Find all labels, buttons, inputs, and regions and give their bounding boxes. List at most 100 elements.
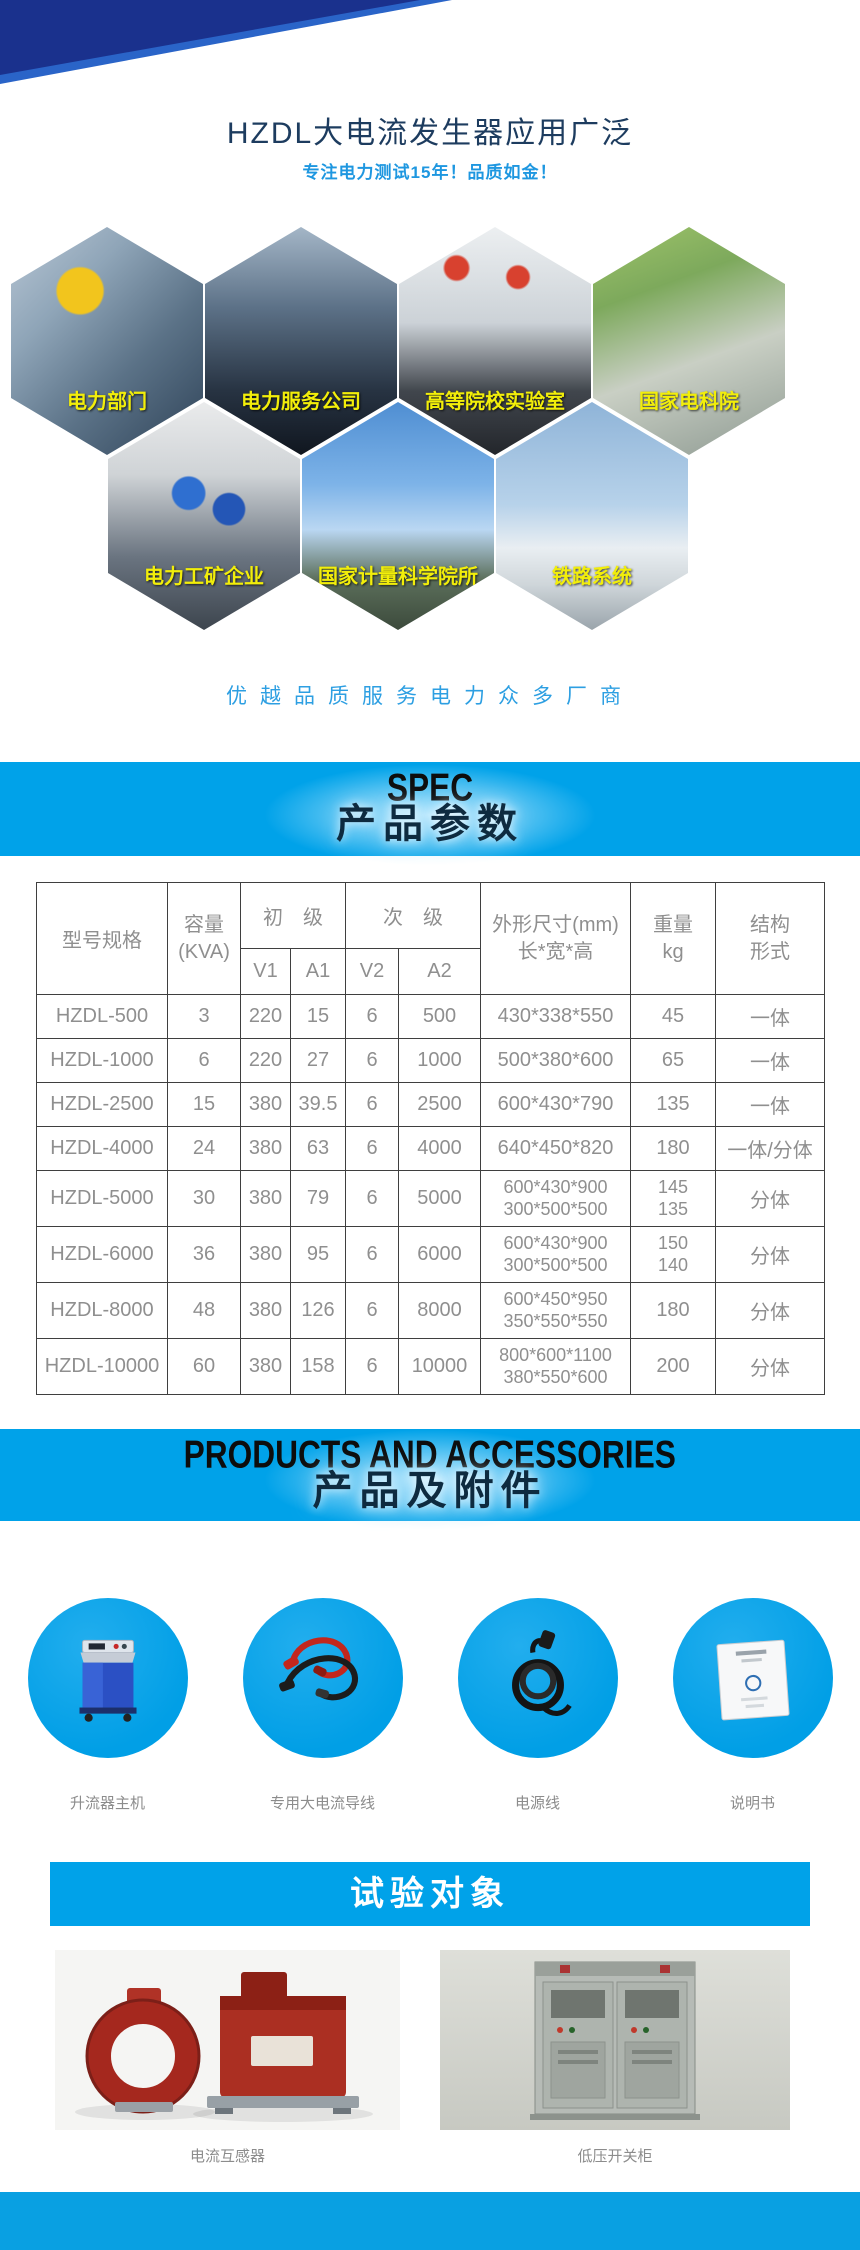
table-row: HZDL-10000 60 380 158 6 10000 800*600*1100 380*… bbox=[36, 1338, 825, 1395]
header-v2: V2 bbox=[345, 948, 399, 995]
spec-cell-capacity: 36 bbox=[167, 1226, 241, 1283]
test-objects-title: 试验对象 bbox=[350, 1875, 510, 1913]
spec-table-body: HZDL-500 3 220 15 6 500 430*338*550 45 一体 HZDL-10… bbox=[36, 994, 825, 1395]
spec-title-cn: 产品参数 bbox=[336, 801, 524, 846]
spec-cell-capacity: 30 bbox=[167, 1170, 241, 1227]
header-secondary: 次 级 bbox=[345, 882, 481, 949]
hex-photo-metrology-institute: 国家计量科学院所 bbox=[302, 402, 494, 630]
header-form-line2: 形式 bbox=[750, 940, 790, 963]
hex-photo-national-epri: 国家电科院 bbox=[593, 227, 785, 455]
switchgear-cabinet-illustration bbox=[530, 1961, 700, 2120]
product-caption: 专用大电流导线 bbox=[269, 1795, 375, 1812]
spec-cell-v1: 380 bbox=[240, 1170, 291, 1227]
header-v1: V1 bbox=[240, 948, 291, 995]
current-transformer-illustration bbox=[75, 1972, 373, 2122]
hex-label: 铁路系统 bbox=[552, 566, 632, 588]
spec-cell-weight: 145 135 bbox=[630, 1170, 716, 1227]
spec-cell-dimensions: 600*430*790 bbox=[480, 1082, 631, 1127]
product-photo-circle bbox=[672, 1598, 833, 1758]
header-weight-line2: kg bbox=[662, 940, 684, 963]
hex-photo-power-department: 电力部门 bbox=[11, 227, 203, 455]
table-header-row-1: 型号规格 容量 (KVA) 初 级 次 级 外形尺寸(mm) 长*宽*高 重量 … bbox=[36, 882, 825, 995]
spec-cell-weight: 45 bbox=[630, 994, 716, 1039]
spec-cell-dimensions: 600*450*950 350*550*550 bbox=[480, 1282, 631, 1339]
product-item-main-unit: 升流器主机 bbox=[0, 1598, 215, 1813]
spec-cell-weight: 200 bbox=[630, 1338, 716, 1395]
spec-cell-v2: 6 bbox=[345, 1038, 399, 1083]
spec-cell-form: 一体 bbox=[715, 1082, 825, 1127]
spec-cell-a2: 10000 bbox=[398, 1338, 481, 1395]
spec-cell-dimensions: 600*430*900 300*500*500 bbox=[480, 1170, 631, 1227]
spec-cell-v2: 6 bbox=[345, 1282, 399, 1339]
spec-section-band: SPEC 产品参数 bbox=[0, 760, 860, 870]
test-objects-band: 试验对象 bbox=[50, 1862, 810, 1926]
spec-cell-form: 分体 bbox=[715, 1282, 825, 1339]
spec-cell-form: 一体 bbox=[715, 1038, 825, 1083]
hex-photo-railway-system: 铁路系统 bbox=[496, 402, 688, 630]
header-form-line1: 结构 bbox=[750, 913, 790, 936]
page-subtitle: 专注电力测试15年！品质如金！ bbox=[302, 163, 558, 182]
spec-cell-dimensions: 430*338*550 bbox=[480, 994, 631, 1039]
spec-cell-dimensions: 500*380*600 bbox=[480, 1038, 631, 1083]
header-model: 型号规格 bbox=[36, 882, 168, 995]
spec-cell-capacity: 24 bbox=[167, 1126, 241, 1171]
product-caption: 说明书 bbox=[729, 1795, 775, 1812]
spec-cell-a2: 6000 bbox=[398, 1226, 481, 1283]
spec-cell-model: HZDL-10000 bbox=[36, 1338, 168, 1395]
spec-table-grid: 型号规格 容量 (KVA) 初 级 次 级 外形尺寸(mm) 长*宽*高 重量 … bbox=[36, 882, 825, 1395]
spec-cell-a2: 500 bbox=[398, 994, 481, 1039]
spec-cell-model: HZDL-4000 bbox=[36, 1126, 168, 1171]
product-item-current-leads: 专用大电流导线 bbox=[215, 1598, 430, 1813]
spec-cell-v1: 380 bbox=[240, 1282, 291, 1339]
header-dimensions-line2: 长*宽*高 bbox=[517, 940, 594, 963]
spec-cell-a2: 1000 bbox=[398, 1038, 481, 1083]
power-cord-illustration bbox=[511, 1630, 572, 1716]
table-row: HZDL-6000 36 380 95 6 6000 600*430*900 300*500*… bbox=[36, 1226, 825, 1283]
spec-cell-weight: 150 140 bbox=[630, 1226, 716, 1283]
corner-banner-dark-triangle bbox=[0, 0, 420, 75]
applications-hex-grid: 电力部门 电力服务公司 高等院校实验室 国家电科院 电力工矿企业 国家计量科学院… bbox=[0, 227, 860, 631]
spec-cell-model: HZDL-1000 bbox=[36, 1038, 168, 1083]
spec-cell-a2: 5000 bbox=[398, 1170, 481, 1227]
spec-cell-v1: 380 bbox=[240, 1338, 291, 1395]
product-caption: 升流器主机 bbox=[69, 1795, 145, 1812]
table-row: HZDL-1000 6 220 27 6 1000 500*380*600 65 一体 bbox=[36, 1038, 825, 1083]
header-primary: 初 级 bbox=[240, 882, 346, 949]
hex-label: 高等院校实验室 bbox=[425, 391, 565, 413]
spec-cell-a2: 4000 bbox=[398, 1126, 481, 1171]
spec-cell-v1: 220 bbox=[240, 994, 291, 1039]
current-booster-machine-illustration bbox=[78, 1639, 137, 1722]
products-row: 升流器主机 专用大电流导线 bbox=[0, 1598, 860, 1813]
header-weight-line1: 重量 bbox=[653, 913, 693, 936]
manual-booklet-illustration bbox=[715, 1639, 790, 1721]
spec-cell-model: HZDL-6000 bbox=[36, 1226, 168, 1283]
switchgear-cabinet-photo bbox=[440, 1950, 790, 2130]
spec-cell-form: 分体 bbox=[715, 1170, 825, 1227]
test-object-caption: 电流互感器 bbox=[189, 2148, 265, 2165]
spec-cell-dimensions: 800*600*1100 380*550*600 bbox=[480, 1338, 631, 1395]
spec-cell-v2: 6 bbox=[345, 1170, 399, 1227]
quality-tagline: 优越品质服务电力众多厂商 bbox=[226, 685, 634, 708]
spec-cell-a1: 79 bbox=[290, 1170, 346, 1227]
spec-cell-model: HZDL-2500 bbox=[36, 1082, 168, 1127]
spec-cell-capacity: 3 bbox=[167, 994, 241, 1039]
spec-cell-a1: 126 bbox=[290, 1282, 346, 1339]
hex-photo-power-service-company: 电力服务公司 bbox=[205, 227, 397, 455]
spec-cell-capacity: 15 bbox=[167, 1082, 241, 1127]
spec-cell-form: 分体 bbox=[715, 1226, 825, 1283]
spec-cell-a1: 27 bbox=[290, 1038, 346, 1083]
spec-cell-v1: 380 bbox=[240, 1082, 291, 1127]
high-current-leads-illustration bbox=[278, 1637, 358, 1701]
products-section-band: PRODUCTS AND ACCESSORIES 产品及附件 bbox=[0, 1425, 860, 1535]
spec-cell-model: HZDL-8000 bbox=[36, 1282, 168, 1339]
spec-cell-dimensions: 640*450*820 bbox=[480, 1126, 631, 1171]
spec-cell-v1: 380 bbox=[240, 1226, 291, 1283]
spec-cell-a1: 158 bbox=[290, 1338, 346, 1395]
page-title: HZDL大电流发生器应用广泛 bbox=[226, 117, 634, 150]
header-weight: 重量 kg bbox=[630, 882, 716, 995]
spec-cell-a1: 63 bbox=[290, 1126, 346, 1171]
spec-cell-v2: 6 bbox=[345, 1082, 399, 1127]
header-capacity: 容量 (KVA) bbox=[167, 882, 241, 995]
hex-label: 电力工矿企业 bbox=[144, 566, 264, 588]
